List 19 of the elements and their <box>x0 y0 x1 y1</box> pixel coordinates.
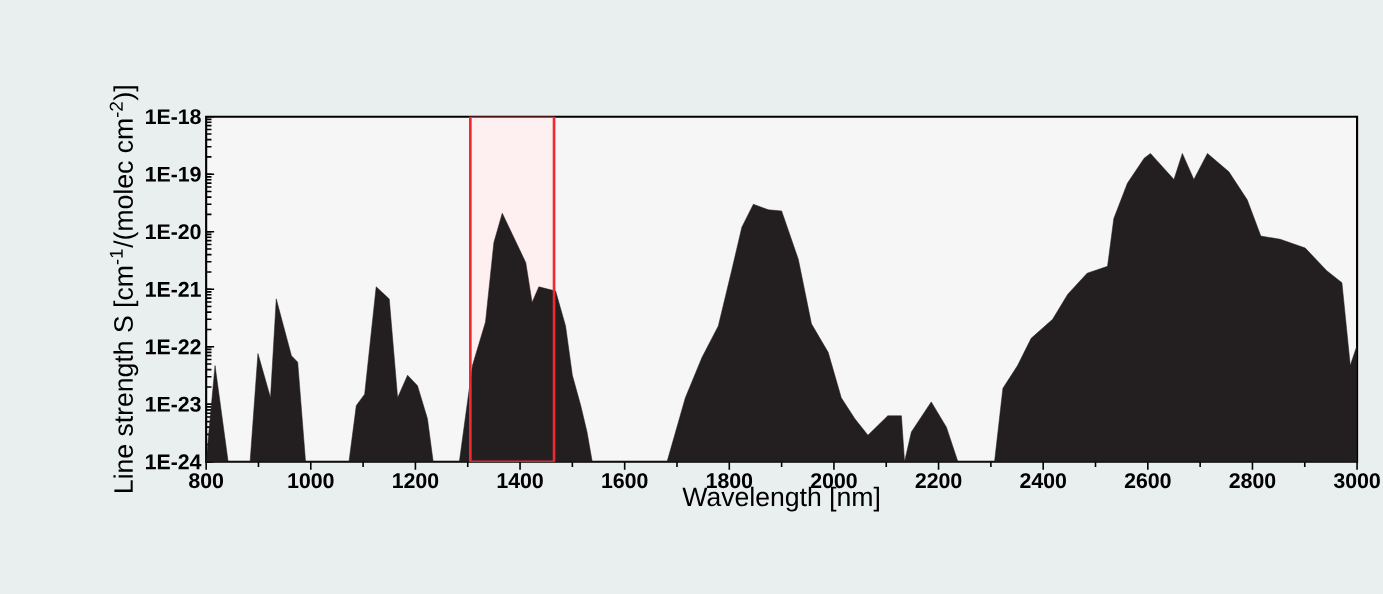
y-tick-label: 1E-20 <box>146 224 201 240</box>
x-tick-label: 2200 <box>915 472 962 488</box>
x-tick-label: 2600 <box>1124 472 1171 488</box>
y-tick-label: 1E-23 <box>146 396 201 412</box>
x-tick-label: 2000 <box>811 472 857 488</box>
x-tick-label: 1200 <box>393 472 439 488</box>
x-tick-label: 2800 <box>1229 472 1276 488</box>
y-tick-label: 1E-22 <box>146 339 201 354</box>
x-tick-label: 1000 <box>288 472 334 488</box>
x-tick-label: 3000 <box>1333 472 1380 488</box>
x-tick-label: 1600 <box>602 472 648 488</box>
y-tick-label: 1E-19 <box>146 166 201 182</box>
y-tick-label: 1E-24 <box>146 454 202 469</box>
x-tick-label: 1400 <box>497 472 543 488</box>
x-tick-label: 800 <box>189 472 224 488</box>
y-tick-label: 1E-18 <box>146 108 201 125</box>
x-tick-label: 2400 <box>1020 472 1066 488</box>
y-tick-label: 1E-21 <box>146 281 201 297</box>
y-axis-title: Line strength S [cm$^{-1}$/(molec cm$^{-2}$)] <box>109 86 139 492</box>
